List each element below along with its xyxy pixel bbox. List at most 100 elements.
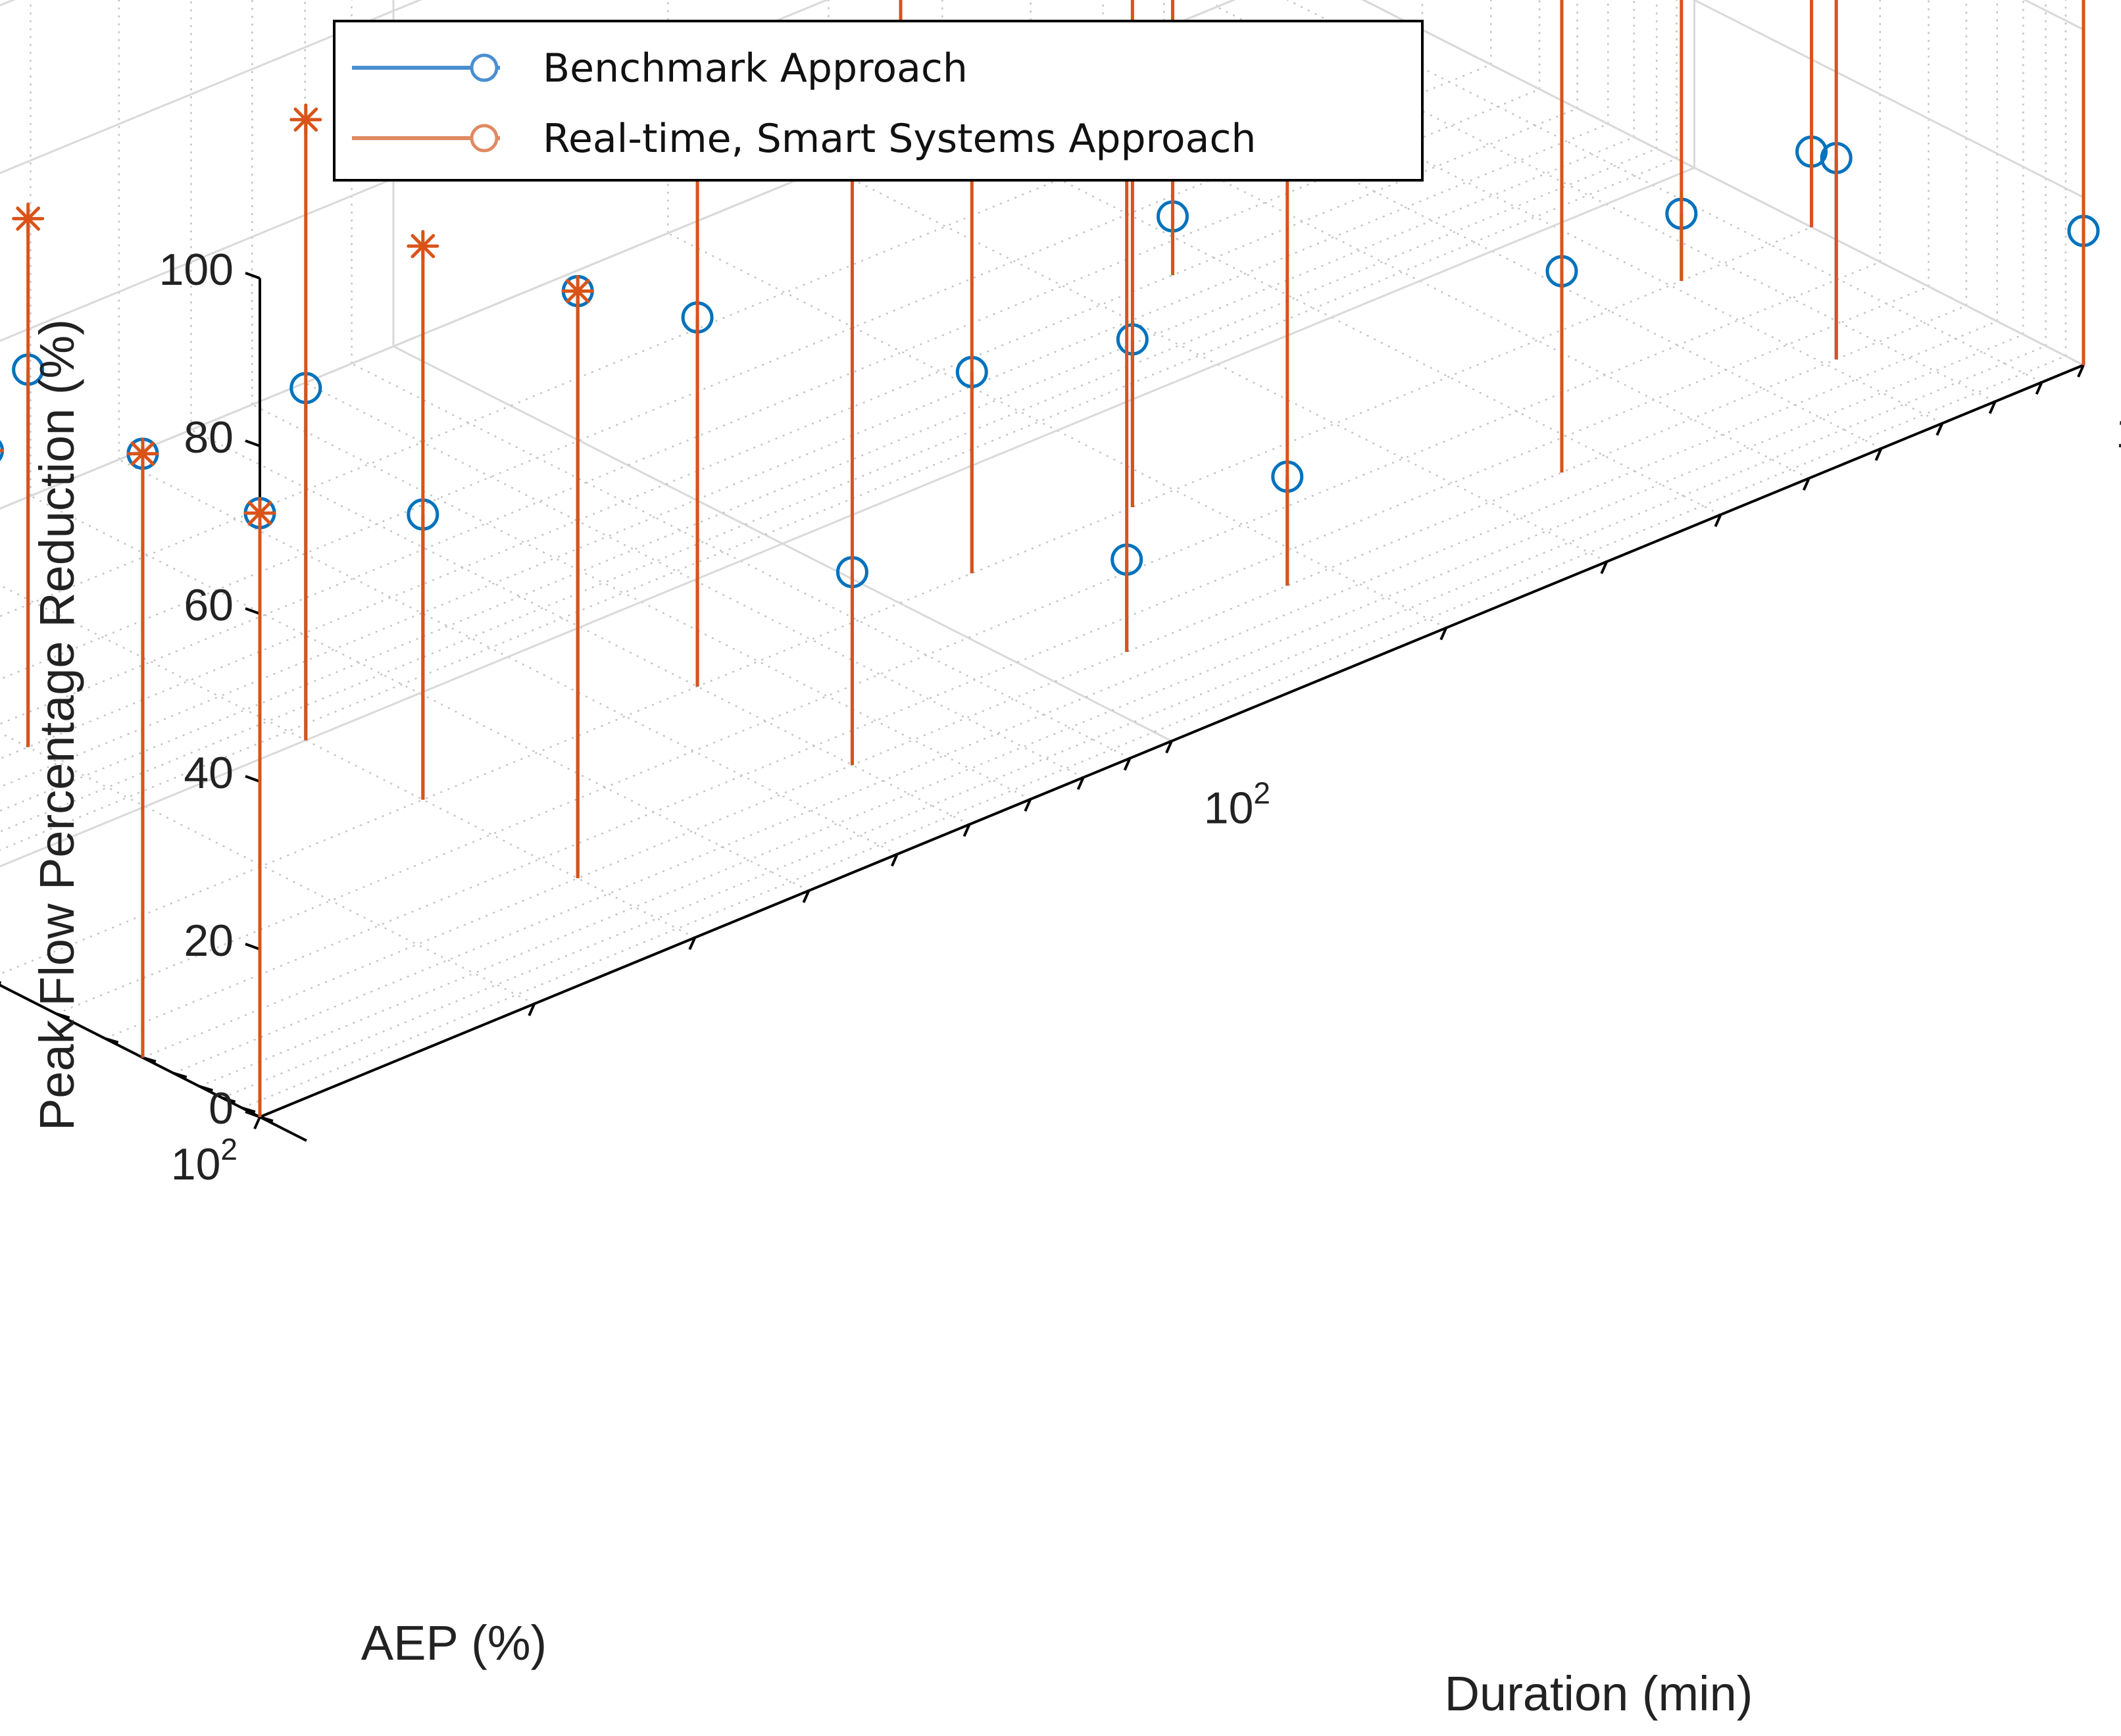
x-axis-tick [1123,757,1132,771]
x-axis-tick [890,853,899,867]
z-tick-label: 80 [184,412,234,462]
floor-gridline [0,147,1657,833]
y-axis-tick [259,1116,274,1122]
floor-gridline [305,382,1084,778]
x-tick-label-exponent: 2 [1253,776,1270,810]
z-tick-label: 40 [184,748,234,798]
axes: 020406080100100101102102103 [0,245,2121,1189]
x-axis-tick [1165,740,1173,754]
floor-gridline [190,429,970,826]
z-tick-label: 0 [209,1083,234,1133]
x-axis-tick [2077,364,2085,378]
smart-marker-stroke [130,441,155,466]
z-axis-title: Peak Flow Percentage Reduction (%) [30,319,84,1131]
x-axis-tick [528,1003,536,1016]
legend-benchmark-marker [470,53,499,82]
y-axis-tick [142,1056,157,1063]
x-tick-label: 103 [2116,400,2121,457]
floor-gridline [118,459,898,855]
smart-marker [407,230,439,262]
floor-gridline [0,158,1677,851]
z-axis-tick [245,943,261,951]
smart-marker [561,275,594,308]
x-axis-title: Duration (min) [1445,1666,1753,1721]
smart-marker [289,103,322,136]
x-axis-tick [253,1116,261,1129]
z-axis-tick [245,607,261,615]
smart-marker-stroke [16,207,41,231]
x-axis-tick [1802,478,1810,491]
smart-marker [126,437,159,470]
y-axis-tick [241,1106,256,1114]
x-axis-tick [1076,777,1085,790]
side-wall-gridline [1692,0,2084,199]
x-tick-label-base: 10 [2116,407,2121,457]
x-axis-tick [1600,561,1609,574]
smart-marker [12,202,45,235]
smart-marker-stroke [565,279,590,303]
y-axis-line [0,983,261,1118]
z-axis-tick [245,1110,261,1118]
x-tick-label-base: 10 [1204,783,1254,833]
floor-gridline [0,226,1812,976]
z-tick-label: 60 [184,580,234,630]
x-axis-tick [1714,514,1722,528]
smart-marker-stroke [247,501,272,526]
x-axis-tick [1439,627,1448,641]
floor-gridline [56,260,1881,1015]
y-axis-tick [56,1012,70,1020]
floor-gridline [105,285,1930,1039]
floor-gridline [241,355,2066,1109]
floor-gridline [222,345,2047,1099]
floor-gridline [351,362,1131,759]
x-axis-tick [1024,799,1032,812]
floor-gridline [941,119,1722,516]
smart-marker [243,497,276,530]
z-tick-label: 20 [184,916,234,966]
z-axis-tick [245,775,261,783]
y-axis-tick [199,1085,213,1092]
legend-benchmark-label: Benchmark Approach [543,45,968,91]
floor-gridline [0,166,1695,868]
legend: Benchmark Approach Real-time, Smart Syst… [333,20,1424,182]
x-tick-label: 102 [1204,776,1270,833]
x-axis-stub [259,1116,307,1142]
side-wall-gridline [1361,0,2084,366]
z-axis-tick [245,272,261,280]
floor-gridline [199,334,2024,1087]
z-axis-tick [245,439,261,447]
y-tick-label-base: 10 [171,1139,221,1189]
y-axis-title: AEP (%) [361,1616,547,1670]
y-tick-label-exponent: 2 [220,1132,237,1166]
legend-box [333,20,1424,182]
y-axis-tick [222,1097,236,1103]
floor-gridline [0,123,1609,788]
smart-marker-stroke [411,234,436,259]
x-axis-tick [1988,401,1997,414]
x-axis-tick [2035,382,2043,395]
y-axis-tick [105,1037,119,1044]
floor-gridline [30,495,810,892]
y-axis-tick [173,1072,187,1079]
floor-gridline [0,63,1491,680]
x-axis-tick [1935,422,1944,436]
floor-gridline [0,107,1578,760]
floor-gridline [142,305,1967,1058]
legend-smart-marker [470,124,499,153]
floor-gridline [0,136,1635,812]
floor-gridline [828,166,1607,562]
floor-gridline [0,88,1540,725]
x-axis-tick [1874,447,1883,461]
smart-marker-stroke [293,107,318,132]
floor-gridline [173,320,1998,1074]
x-axis-tick [688,937,697,951]
y-tick-label: 102 [171,1132,237,1189]
floor-gridline [0,584,695,939]
floor-gridline [251,403,1031,801]
z-tick-label: 100 [159,245,234,295]
floor-gridline [667,232,1447,629]
x-axis-tick [962,824,971,837]
legend-smart-label: Real-time, Smart Systems Approach [543,116,1256,162]
